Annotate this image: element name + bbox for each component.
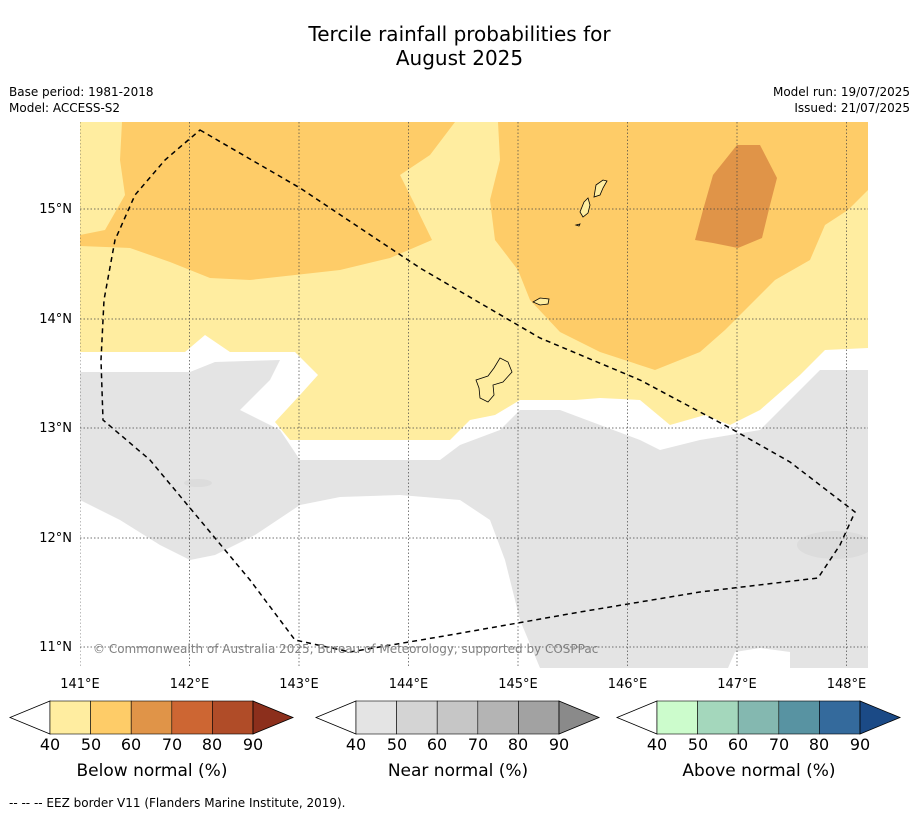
below-normal-60-region <box>695 145 777 248</box>
colorbar-label-below: Below normal (%) <box>76 761 228 781</box>
base-period: Base period: 1981-2018 <box>9 85 154 99</box>
near-colorbar-bin-50 <box>396 700 438 735</box>
lon-label-144e: 144°E <box>389 677 429 692</box>
near-tick-80: 80 <box>507 735 529 754</box>
above-colorbar-bin-40 <box>656 700 698 735</box>
near-normal-patch-west <box>184 479 212 487</box>
colorbar-below-normal <box>8 700 295 735</box>
island-rota <box>532 297 550 306</box>
below-colorbar-bin-50 <box>90 700 132 735</box>
longitude-labels: 141°E 142°E 143°E 144°E 145°E 146°E 147°… <box>60 677 866 692</box>
near-colorbar-over-arrow <box>558 700 601 735</box>
above-colorbar-bin-50 <box>697 700 739 735</box>
lon-label-145e: 145°E <box>498 677 538 692</box>
lon-label-146e: 146°E <box>608 677 648 692</box>
above-tick-90: 90 <box>849 735 871 754</box>
below-tick-90: 90 <box>242 735 264 754</box>
model-name: Model: ACCESS-S2 <box>9 101 121 115</box>
below-tick-40: 40 <box>39 735 61 754</box>
model-run: Model run: 19/07/2025 <box>772 85 910 99</box>
above-colorbar-bin-60 <box>737 700 780 735</box>
above-colorbar-over-arrow <box>859 700 902 735</box>
colorbar-label-above: Above normal (%) <box>682 761 836 781</box>
eez-legend-note: -- -- -- EEZ border V11 (Flanders Marine… <box>9 796 346 810</box>
below-colorbar-under-arrow <box>8 700 51 735</box>
below-tick-60: 60 <box>120 735 142 754</box>
near-colorbar-bin-60 <box>436 700 479 735</box>
near-tick-90: 90 <box>548 735 570 754</box>
above-tick-40: 40 <box>646 735 668 754</box>
lon-label-143e: 143°E <box>279 677 319 692</box>
graticule <box>80 122 868 668</box>
title-line-2: August 2025 <box>395 46 524 70</box>
no-signal-patch-east <box>728 648 790 668</box>
near-colorbar-under-arrow <box>314 700 357 735</box>
island-guam <box>475 357 513 403</box>
near-tick-60: 60 <box>426 735 448 754</box>
below-colorbar-bin-70 <box>171 700 213 735</box>
above-tick-80: 80 <box>808 735 830 754</box>
colorbar-label-near: Near normal (%) <box>387 761 529 781</box>
lat-label-12n: 12°N <box>39 531 72 546</box>
lon-label-142e: 142°E <box>170 677 210 692</box>
islands <box>475 179 608 403</box>
near-normal-patch-east <box>797 531 868 559</box>
above-tick-60: 60 <box>727 735 749 754</box>
latitude-labels: 15°N 14°N 13°N 12°N 11°N <box>39 202 72 655</box>
lat-label-15n: 15°N <box>39 202 72 217</box>
colorbar-near-normal <box>314 700 601 735</box>
below-tick-80: 80 <box>201 735 223 754</box>
copyright-notice: © Commonwealth of Australia 2025, Bureau… <box>93 642 598 656</box>
near-colorbar-bin-40 <box>355 700 397 735</box>
below-colorbar-bin-80 <box>212 700 254 735</box>
near-colorbar-bin-80 <box>518 700 560 735</box>
lon-label-148e: 148°E <box>827 677 867 692</box>
below-colorbar-over-arrow <box>252 700 295 735</box>
island-saipan <box>593 179 608 198</box>
meta-right: Model run: 19/07/2025 Issued: 21/07/2025 <box>773 84 910 116</box>
island-aguijan <box>574 223 581 227</box>
above-colorbar-bin-70 <box>778 700 820 735</box>
meta-left: Base period: 1981-2018 Model: ACCESS-S2 <box>9 84 154 116</box>
near-tick-40: 40 <box>345 735 367 754</box>
island-tinian <box>579 197 591 218</box>
title-line-1: Tercile rainfall probabilities for <box>308 22 611 46</box>
below-colorbar-bin-40 <box>49 700 91 735</box>
below-colorbar-bin-60 <box>130 700 173 735</box>
no-signal-region-south <box>80 495 540 668</box>
above-colorbar-under-arrow <box>615 700 658 735</box>
lat-label-14n: 14°N <box>39 312 72 327</box>
colorbar-above-normal <box>615 700 902 735</box>
near-tick-70: 70 <box>467 735 489 754</box>
below-tick-70: 70 <box>161 735 183 754</box>
below-normal-50-region-west <box>80 122 455 280</box>
eez-border <box>100 129 856 653</box>
above-colorbar-bin-80 <box>819 700 861 735</box>
map-title: Tercile rainfall probabilities for Augus… <box>0 22 919 70</box>
below-tick-50: 50 <box>80 735 102 754</box>
near-tick-50: 50 <box>386 735 408 754</box>
above-tick-70: 70 <box>768 735 790 754</box>
lon-label-141e: 141°E <box>60 677 100 692</box>
lat-label-11n: 11°N <box>39 640 72 655</box>
near-colorbar-bin-70 <box>477 700 519 735</box>
above-tick-50: 50 <box>687 735 709 754</box>
lon-label-147e: 147°E <box>717 677 757 692</box>
lat-label-13n: 13°N <box>39 421 72 436</box>
map-plot-area: © Commonwealth of Australia 2025, Bureau… <box>80 122 868 668</box>
issued-date: Issued: 21/07/2025 <box>794 101 910 115</box>
